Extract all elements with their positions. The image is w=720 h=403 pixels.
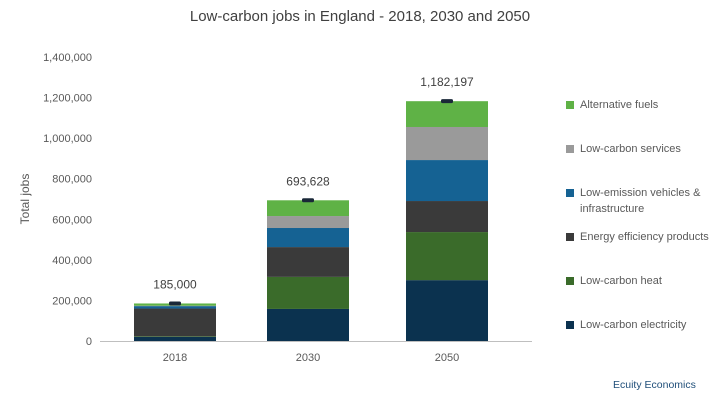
y-tick-label: 1,000,000: [43, 133, 92, 145]
bar-segment: [267, 276, 349, 309]
bar-segment: [406, 201, 488, 233]
bar-segment: [406, 126, 488, 161]
x-tick-label: 2018: [163, 352, 187, 364]
bar-segment: [406, 280, 488, 341]
bar-segment: [134, 336, 216, 341]
legend-swatch: [566, 145, 574, 153]
legend-swatch: [566, 321, 574, 329]
legend-label: Low-carbon electricity: [580, 319, 687, 331]
bar-segment: [134, 308, 216, 337]
x-tick-label: 2030: [296, 352, 320, 364]
legend-label: Alternative fuels: [580, 99, 659, 111]
bar-segment: [267, 247, 349, 277]
y-tick-label: 800,000: [52, 174, 92, 186]
source-credit: Ecuity Economics: [613, 379, 696, 391]
y-tick-label: 1,400,000: [43, 52, 92, 64]
legend-swatch: [566, 189, 574, 197]
legend-swatch: [566, 233, 574, 241]
bar-segment: [406, 232, 488, 281]
chart-title: Low-carbon jobs in England - 2018, 2030 …: [189, 8, 531, 25]
bar-segment: [267, 200, 349, 217]
bar-segment: [134, 336, 216, 337]
legend-label: Low-carbon heat: [580, 275, 662, 287]
bar-segment: [267, 228, 349, 248]
legend-label: Low-carbon services: [580, 143, 681, 155]
bar-segment: [267, 216, 349, 229]
bar-segment: [406, 101, 488, 127]
y-axis-label: Total jobs: [18, 174, 32, 225]
y-tick-label: 400,000: [52, 255, 92, 267]
total-marker: [169, 301, 181, 306]
y-tick-label: 600,000: [52, 214, 92, 226]
total-data-label: 185,000: [153, 277, 197, 291]
total-data-label: 693,628: [286, 174, 330, 188]
total-marker: [302, 198, 314, 203]
bar-segment: [267, 308, 349, 341]
y-tick-label: 200,000: [52, 295, 92, 307]
legend-label: Energy efficiency products: [580, 231, 709, 243]
legend-swatch: [566, 101, 574, 109]
total-marker: [441, 99, 453, 104]
bar-segment: [134, 306, 216, 309]
total-data-label: 1,182,197: [420, 75, 474, 89]
x-tick-label: 2050: [435, 352, 459, 364]
y-tick-label: 1,200,000: [43, 93, 92, 105]
legend-swatch: [566, 277, 574, 285]
y-tick-label: 0: [86, 336, 92, 348]
legend-label: Low-emission vehicles & infrastructure: [580, 187, 701, 215]
bar-segment: [406, 160, 488, 202]
